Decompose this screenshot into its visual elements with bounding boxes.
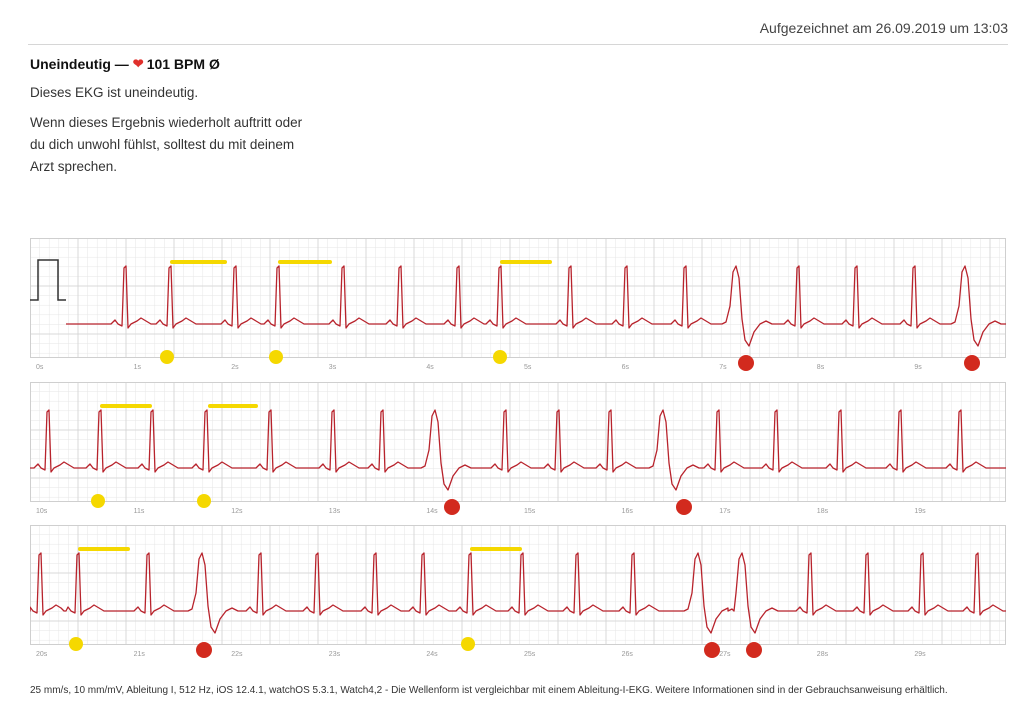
grid-border [30,238,1006,358]
heart-icon: ❤ [132,56,144,71]
yellow-annotation-dot [160,350,174,364]
time-label: 24s [426,651,438,658]
classification-headline: Uneindeutig — ❤ 101 BPM Ø [30,56,370,72]
ecg-grid [30,238,1006,358]
time-label: 3s [329,364,337,371]
time-label: 17s [719,508,731,515]
time-label: 20s [36,651,48,658]
time-label: 27s [719,651,731,658]
yellow-annotation-dot [69,637,83,651]
calibration-pulse [30,259,66,301]
yellow-annotation-dot [493,350,507,364]
header-divider [28,44,1008,45]
red-annotation-dot [196,642,212,658]
time-label: 1s [134,364,142,371]
ecg-trace [30,409,1006,491]
ecg-grid [30,382,1006,502]
average-symbol: Ø [209,56,220,72]
ecg-trace [66,265,1006,347]
red-annotation-dot [704,642,720,658]
grid-border [30,382,1006,502]
yellow-annotation-dot [197,494,211,508]
time-label: 28s [817,651,829,658]
time-label: 19s [914,508,926,515]
time-label: 18s [817,508,829,515]
yellow-annotation-dot [91,494,105,508]
ecg-strip-1: 0s 1s 2s 3s 4s 5s 6s 7s 8s 9s [30,238,1006,378]
time-label: 15s [524,508,536,515]
time-label: 25s [524,651,536,658]
ecg-grid [30,525,1006,645]
time-label: 23s [329,651,341,658]
time-label: 5s [524,364,532,371]
time-label: 29s [914,651,926,658]
red-annotation-dot [444,499,460,515]
time-label: 12s [231,508,243,515]
ecg-strip-3: 20s 21s 22s 23s 24s 25s 26s 27s 28s 29s [30,525,1006,665]
time-label: 2s [231,364,239,371]
time-label: 21s [134,651,146,658]
time-label: 10s [36,508,48,515]
time-label: 0s [36,364,44,371]
time-label: 14s [426,508,438,515]
time-label: 6s [622,364,630,371]
classification-label: Uneindeutig — [30,56,129,72]
recorded-timestamp: Aufgezeichnet am 26.09.2019 um 13:03 [759,20,1008,36]
red-annotation-dot [746,642,762,658]
red-annotation-dot [676,499,692,515]
advice-text: Wenn dieses Ergebnis wiederholt auftritt… [30,115,303,174]
yellow-annotation-dot [461,637,475,651]
time-label: 13s [329,508,341,515]
time-label: 22s [231,651,243,658]
red-annotation-dot [964,355,980,371]
time-label: 7s [719,364,727,371]
bpm-value: 101 BPM [146,56,206,72]
time-label: 8s [817,364,825,371]
ecg-strip-3-graph: 20s 21s 22s 23s 24s 25s 26s 27s 28s 29s [30,525,1006,658]
red-annotation-dot [738,355,754,371]
yellow-annotation-dot [269,350,283,364]
ecg-strip-1-graph: 0s 1s 2s 3s 4s 5s 6s 7s 8s 9s [30,238,1006,371]
ecg-strip-2: 10s 11s 12s 13s 14s 15s 16s 17s 18s 19s [30,382,1006,522]
time-label: 4s [426,364,434,371]
ecg-summary: Uneindeutig — ❤ 101 BPM Ø Dieses EKG ist… [30,56,370,178]
time-label: 26s [622,651,634,658]
time-label: 9s [914,364,922,371]
recording-details: 25 mm/s, 10 mm/mV, Ableitung I, 512 Hz, … [30,685,948,696]
result-text: Dieses EKG ist uneindeutig. [30,85,199,100]
ecg-trace [30,552,1006,634]
ecg-strip-2-graph: 10s 11s 12s 13s 14s 15s 16s 17s 18s 19s [30,382,1006,515]
time-label: 11s [134,508,145,515]
time-label: 16s [622,508,634,515]
grid-border [30,525,1006,645]
